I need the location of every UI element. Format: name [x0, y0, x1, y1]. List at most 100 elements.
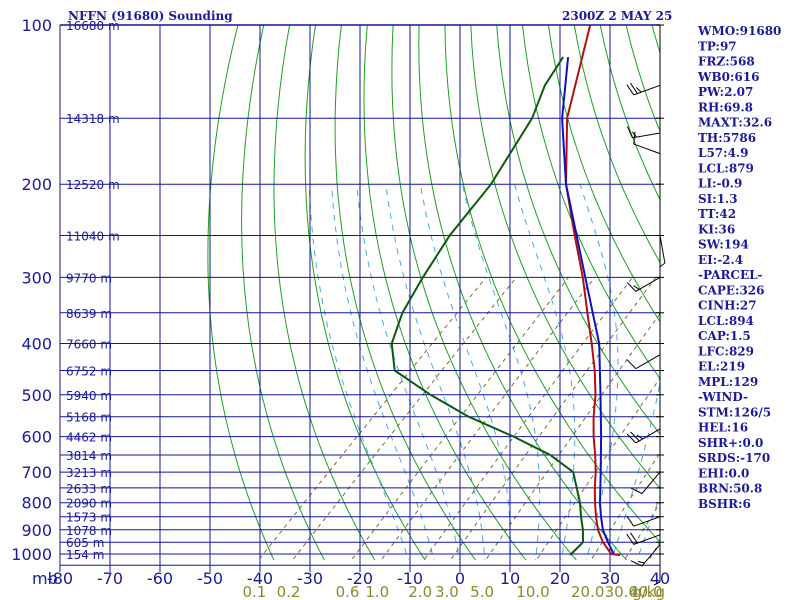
- wind-barb-flag: [630, 532, 638, 544]
- height-label: 9770 m: [66, 271, 112, 285]
- pressure-tick-label: 900: [21, 521, 52, 540]
- temperature-tick-label: -20: [347, 569, 373, 588]
- height-label: 3213 m: [66, 466, 112, 480]
- mixing-ratio-line: [423, 277, 633, 560]
- index-value: TP:97: [698, 39, 737, 53]
- wind-barb-flag: [626, 533, 635, 545]
- dry-adiabat-line: [522, 25, 660, 380]
- wind-barb-shaft: [659, 235, 666, 264]
- mixing-ratio-label: 10.0: [516, 583, 549, 600]
- wind-barb-shaft: [633, 143, 661, 155]
- dry-adiabat-line: [391, 25, 577, 560]
- index-value: EHI:0.0: [698, 466, 749, 480]
- pressure-tick-label: 1000: [11, 545, 52, 564]
- height-label: 8639 m: [66, 307, 112, 321]
- height-label: 2633 m: [66, 482, 112, 496]
- index-value: HEL:16: [698, 421, 748, 435]
- height-label: 1573 m: [66, 511, 112, 525]
- pressure-tick-label: 600: [21, 428, 52, 447]
- grid-layer: [59, 24, 661, 572]
- wind-barb-shaft: [633, 516, 661, 527]
- height-label: 12520 m: [66, 178, 120, 192]
- wind-barb: [626, 276, 661, 292]
- wind-barb-flag: [626, 433, 637, 444]
- pressure-tick-label: 300: [21, 268, 52, 287]
- index-value: -PARCEL-: [698, 268, 763, 282]
- mixing-ratio-unit-label: g/kg: [632, 583, 665, 600]
- dewpoint-profile-line: [390, 56, 585, 556]
- mixing-ratio-label: 20.0: [571, 583, 604, 600]
- height-label: 14318 m: [66, 112, 120, 126]
- moist-adiabat-line: [611, 184, 660, 560]
- wind-barb-shaft: [635, 276, 661, 292]
- wind-barb: [626, 515, 661, 527]
- mixing-ratio-line: [380, 277, 596, 560]
- height-label: 5168 m: [66, 411, 112, 425]
- mixing-ratio-label: 0.2: [277, 583, 301, 600]
- wind-barb: [630, 471, 661, 494]
- moist-adiabat-line: [579, 184, 619, 560]
- pressure-tick-label: 400: [21, 335, 52, 354]
- index-value: LFC:829: [698, 344, 754, 358]
- moist-adiabat-line: [385, 184, 486, 560]
- height-label: 6752 m: [66, 365, 112, 379]
- wind-barb: [633, 131, 661, 155]
- mixing-ratio-line: [291, 277, 517, 560]
- index-value: LCL:894: [698, 314, 754, 328]
- wind-barb-flag: [630, 487, 643, 494]
- pressure-tick-label: 700: [21, 463, 52, 482]
- index-value: LCL:879: [698, 161, 754, 175]
- height-label: 1078 m: [66, 524, 112, 538]
- pressure-tick-label: 800: [21, 494, 52, 513]
- index-value: BSHR:6: [698, 497, 751, 511]
- moist-adiabat-line: [331, 184, 435, 560]
- height-label: 154 m: [66, 548, 104, 562]
- wind-barb-shaft: [633, 534, 661, 545]
- height-label: 7660 m: [66, 338, 112, 352]
- dry-adiabat-line: [547, 25, 660, 323]
- index-value: EI:-2.4: [698, 253, 743, 267]
- profiles-layer: [390, 25, 621, 557]
- dry-adiabat-line: [573, 25, 660, 264]
- index-value: -WIND-: [698, 390, 748, 404]
- mixing-ratio-label: 3.0: [435, 583, 459, 600]
- wind-barb-shaft: [632, 132, 661, 139]
- height-label: 3814 m: [66, 449, 112, 463]
- dry-adiabat-line: [363, 25, 527, 560]
- index-value: TT:42: [698, 207, 736, 221]
- pressure-tick-label: 100: [21, 16, 52, 35]
- pressure-unit-label: mb: [32, 569, 58, 588]
- wind-barb-flag: [637, 560, 645, 564]
- index-value: SI:1.3: [698, 192, 738, 206]
- temperature-tick-label: 30: [600, 569, 620, 588]
- wind-barb: [626, 82, 661, 96]
- mixing-ratio-line: [623, 502, 660, 560]
- valid-time: 2300Z 2 MAY 25: [562, 9, 672, 23]
- pressure-tick-label: 200: [21, 175, 52, 194]
- index-value: CAPE:326: [698, 283, 765, 297]
- temperature-tick-label: 10: [500, 569, 520, 588]
- temperature-tick-label: -60: [147, 569, 173, 588]
- wind-barb-flag: [659, 262, 666, 268]
- mixing-ratio-label: 0.1: [242, 583, 266, 600]
- temperature-tick-label: -50: [197, 569, 223, 588]
- pressure-tick-label: 500: [21, 386, 52, 405]
- index-value: LI:-0.9: [698, 177, 742, 191]
- dry-adiabat-line: [241, 25, 325, 560]
- wind-barbs-layer: [626, 24, 666, 586]
- wind-barb-flag: [626, 282, 637, 292]
- dry-adiabat-line: [496, 25, 660, 435]
- height-label: 2090 m: [66, 497, 112, 511]
- index-value: CAP:1.5: [698, 329, 751, 343]
- wind-barb-flag: [635, 87, 642, 93]
- index-value: SW:194: [698, 238, 749, 252]
- wind-barb-flag: [630, 560, 643, 567]
- index-value: KI:36: [698, 222, 735, 236]
- temperature-tick-label: -30: [297, 569, 323, 588]
- temperature-tick-label: -10: [397, 569, 423, 588]
- index-value: RH:69.8: [698, 100, 753, 114]
- index-value: PW:2.07: [698, 85, 753, 99]
- wind-barb-flag: [633, 131, 636, 145]
